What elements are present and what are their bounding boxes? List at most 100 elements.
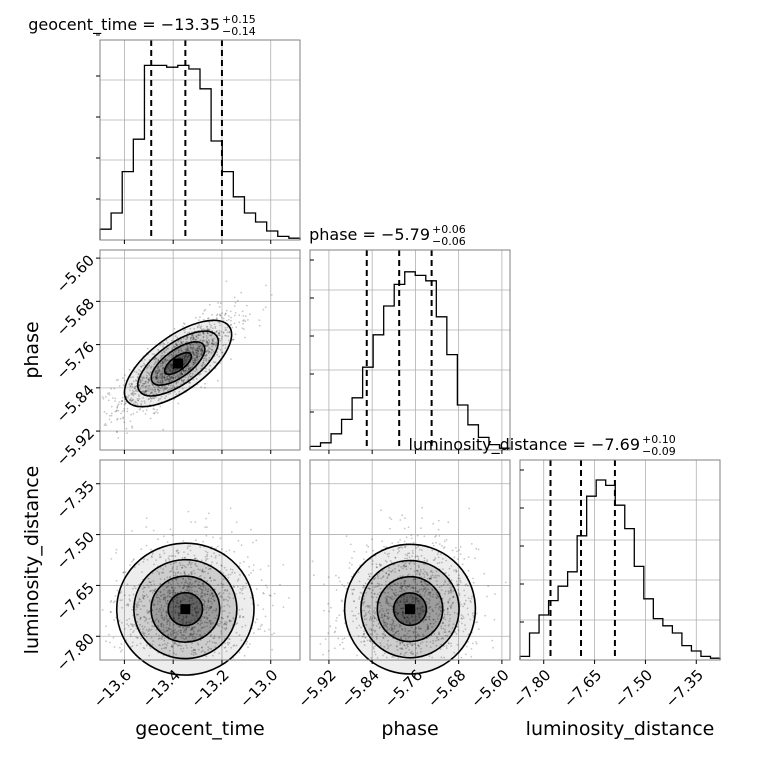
sample-point	[173, 328, 176, 330]
sample-point	[132, 398, 135, 401]
sample-point	[247, 646, 249, 649]
sample-point	[258, 324, 261, 327]
sample-point	[167, 389, 169, 392]
sample-point	[138, 408, 141, 411]
sample-point	[156, 372, 159, 375]
sample-point	[215, 331, 218, 333]
sample-point	[192, 347, 195, 349]
sample-point	[229, 507, 232, 510]
sample-point	[148, 378, 150, 381]
sample-point	[151, 397, 154, 400]
sample-point	[144, 380, 147, 383]
sample-point	[194, 370, 197, 373]
sample-point	[162, 381, 164, 384]
sample-point	[154, 373, 157, 375]
sample-point	[208, 340, 211, 342]
sample-point	[193, 360, 196, 362]
sample-point	[218, 332, 220, 334]
sample-point	[380, 509, 382, 512]
title-luminosity_distance: luminosity_distance = −7.69 +0.10−0.09	[409, 433, 676, 458]
sample-point	[206, 328, 209, 331]
sample-point	[168, 375, 171, 378]
sample-point	[185, 353, 188, 356]
sample-point	[129, 564, 131, 566]
sample-point	[134, 389, 137, 392]
sample-point	[193, 337, 195, 340]
sample-point	[254, 621, 257, 624]
sample-point	[201, 331, 204, 334]
sample-point	[205, 350, 208, 353]
sample-point	[179, 372, 182, 375]
sample-point	[169, 365, 172, 367]
sample-point	[134, 400, 137, 403]
sample-point	[235, 521, 238, 524]
sample-point	[145, 526, 148, 528]
sample-point	[257, 604, 259, 607]
sample-point	[164, 397, 166, 400]
sample-point	[184, 376, 187, 378]
sample-point	[224, 334, 227, 337]
sample-point	[189, 344, 192, 347]
sample-point	[228, 318, 230, 321]
sample-point	[152, 393, 155, 396]
sample-point	[193, 363, 195, 366]
sample-point	[238, 314, 241, 316]
sample-point	[142, 410, 145, 412]
sample-point	[159, 405, 162, 408]
sample-point	[282, 564, 285, 566]
sample-point	[484, 614, 487, 617]
sample-point	[213, 323, 216, 325]
sample-point	[157, 378, 159, 380]
sample-point	[146, 347, 149, 350]
sample-point	[136, 411, 138, 413]
sample-point	[175, 349, 178, 352]
sample-point	[191, 335, 193, 338]
sample-point	[116, 417, 119, 420]
sample-point	[201, 365, 204, 368]
sample-point	[158, 369, 160, 371]
sample-point	[175, 344, 178, 347]
sample-point	[131, 399, 134, 402]
sample-point	[199, 339, 201, 342]
sample-point	[264, 306, 267, 309]
sample-point	[383, 545, 385, 548]
sample-point	[162, 372, 165, 374]
sample-point	[217, 302, 220, 304]
sample-point	[205, 342, 208, 344]
sample-point	[262, 308, 265, 311]
sample-point	[182, 364, 185, 366]
sample-point	[493, 618, 496, 621]
sample-point	[219, 322, 221, 324]
sample-point	[173, 386, 176, 389]
sample-point	[363, 558, 365, 561]
sample-point	[443, 546, 446, 548]
sample-point	[162, 361, 164, 364]
sample-point	[131, 399, 134, 401]
sample-point	[259, 568, 262, 571]
sample-point	[265, 584, 267, 587]
sample-point	[131, 391, 134, 394]
sample-point	[458, 549, 461, 551]
sample-point	[136, 403, 139, 405]
sample-point	[313, 574, 315, 577]
sample-point	[184, 359, 187, 362]
sample-point	[257, 628, 260, 631]
sample-point	[173, 346, 176, 349]
sample-point	[180, 342, 183, 344]
sample-point	[217, 332, 220, 335]
sample-point	[191, 349, 194, 352]
sample-point	[206, 526, 208, 528]
title-text: geocent_time = −13.35	[28, 15, 220, 35]
sample-point	[180, 372, 183, 375]
sample-point	[207, 349, 210, 351]
sample-point	[169, 528, 172, 531]
sample-point	[343, 637, 346, 640]
sample-point	[111, 397, 114, 399]
sample-point	[162, 342, 164, 344]
sample-point	[165, 339, 168, 342]
sample-point	[201, 350, 204, 353]
sample-point	[348, 567, 351, 569]
sample-point	[144, 385, 147, 388]
sample-point	[164, 359, 167, 361]
sample-point	[195, 356, 197, 359]
